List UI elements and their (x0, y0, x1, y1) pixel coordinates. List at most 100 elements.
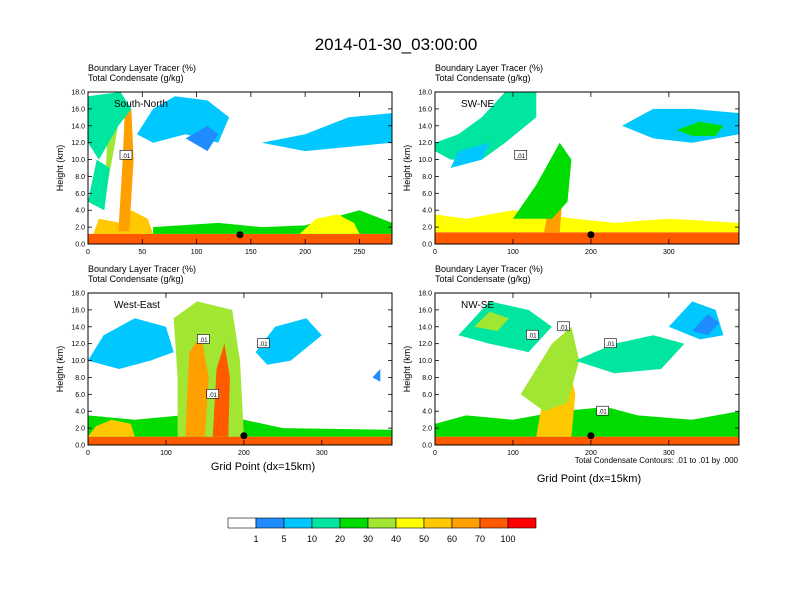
plot-frame (434, 292, 740, 446)
tracer-region (575, 335, 685, 374)
y-axis-label: Height (km) (402, 346, 412, 393)
panel-1: Boundary Layer Tracer (%)Total Condensat… (402, 63, 740, 256)
x-axis-label-right: Grid Point (dx=15km) (537, 473, 641, 485)
tracer-region (185, 125, 219, 152)
y-tick-label: 14.0 (71, 123, 85, 130)
contour-note: Total Condensate Contours: .01 to .01 by… (575, 456, 739, 465)
y-tick-label: 10.0 (418, 358, 432, 365)
colorbar: 1 5 10 20 30 40 50 60 70 100 (227, 517, 537, 544)
tracer-region (435, 436, 739, 445)
y-tick-label: 2.0 (75, 426, 85, 433)
x-tick-label: 200 (238, 450, 250, 457)
contour-label: .01 (122, 154, 131, 160)
colorbar-label: 20 (335, 534, 345, 544)
panel-label: NW-SE (461, 300, 494, 311)
contour-label-box (206, 389, 220, 399)
y-tick-label: 6.0 (75, 392, 85, 399)
colorbar-label: 10 (307, 534, 317, 544)
tracer-region (299, 214, 360, 234)
panel-header-tracer: Boundary Layer Tracer (%) (88, 264, 196, 274)
tracer-region (520, 326, 580, 412)
colorbar-swatch (227, 517, 257, 529)
y-axis-label: Height (km) (55, 145, 65, 192)
y-tick-label: 14.0 (418, 324, 432, 331)
panel-label: South-North (114, 99, 168, 110)
panel-header-condensate: Total Condensate (g/kg) (88, 73, 184, 83)
tracer-region (173, 301, 244, 437)
x-tick-label: 100 (160, 450, 172, 457)
tracer-region (512, 142, 572, 219)
y-tick-label: 4.0 (75, 208, 85, 215)
y-tick-label: 16.0 (71, 307, 85, 314)
x-tick-label: 50 (138, 249, 146, 256)
tracer-region (212, 343, 230, 437)
y-tick-label: 16.0 (418, 307, 432, 314)
colorbar-label: 30 (363, 534, 373, 544)
y-tick-label: 8.0 (422, 174, 432, 181)
contour-label-box (526, 329, 539, 340)
y-tick-label: 12.0 (71, 341, 85, 348)
tracer-region (692, 314, 720, 336)
tracer-region (450, 142, 490, 168)
tracer-region (88, 233, 392, 244)
contour-label: .01 (199, 338, 208, 344)
y-tick-label: 18.0 (71, 291, 85, 298)
y-tick-label: 8.0 (75, 174, 85, 181)
y-tick-label: 0.0 (422, 242, 432, 249)
x-tick-label: 100 (507, 249, 519, 256)
tracer-region (88, 419, 135, 437)
x-tick-label: 0 (433, 249, 437, 256)
panel-2: Boundary Layer Tracer (%)Total Condensat… (55, 264, 393, 457)
tracer-region (474, 311, 510, 331)
y-tick-label: 8.0 (422, 375, 432, 382)
tracer-region (435, 407, 739, 437)
field-shapes (88, 92, 392, 244)
figure-title: 2014-01-30_03:00:00 (315, 35, 478, 54)
colorbar-swatch (311, 517, 341, 529)
plot-frame (87, 91, 393, 245)
x-tick-label: 0 (86, 450, 90, 457)
location-marker (240, 432, 248, 440)
colorbar-swatch (283, 517, 313, 529)
contour-label: .01 (606, 342, 615, 348)
field-shapes (435, 92, 739, 244)
contour-label-box (119, 150, 133, 160)
y-tick-label: 14.0 (418, 123, 432, 130)
colorbar-label: 60 (447, 534, 457, 544)
x-tick-label: 300 (316, 450, 328, 457)
colorbar-swatch (423, 517, 453, 529)
tracer-region (118, 108, 134, 232)
contour-label: .01 (559, 325, 568, 331)
contour-label: .01 (517, 154, 526, 160)
x-tick-label: 300 (663, 450, 675, 457)
y-tick-label: 0.0 (422, 443, 432, 450)
contour-label: .01 (598, 410, 607, 416)
y-tick-label: 2.0 (422, 225, 432, 232)
y-tick-label: 0.0 (75, 242, 85, 249)
tracer-region (88, 92, 132, 160)
colorbar-label: 70 (475, 534, 485, 544)
panel-header-tracer: Boundary Layer Tracer (%) (435, 63, 543, 73)
contour-label-box (596, 405, 609, 416)
colorbar-swatch (451, 517, 481, 529)
x-tick-label: 100 (191, 249, 203, 256)
y-axis-label: Height (km) (402, 145, 412, 192)
panel-0: Boundary Layer Tracer (%)Total Condensat… (55, 63, 393, 256)
plot-frame (87, 292, 393, 446)
colorbar-swatch (255, 517, 285, 529)
y-tick-label: 16.0 (418, 106, 432, 113)
y-tick-label: 2.0 (75, 225, 85, 232)
tracer-region (88, 159, 110, 211)
tracer-region (435, 92, 537, 160)
x-tick-label: 0 (433, 450, 437, 457)
tracer-region (261, 113, 392, 152)
y-tick-label: 12.0 (418, 341, 432, 348)
panel-label: West-East (114, 300, 160, 311)
colorbar-label: 1 (253, 534, 258, 544)
x-tick-label: 150 (245, 249, 257, 256)
y-axis-label: Height (km) (55, 346, 65, 393)
tracer-region (435, 210, 739, 233)
contour-label-box (257, 338, 270, 348)
y-tick-label: 14.0 (71, 324, 85, 331)
tracer-region (372, 369, 381, 382)
